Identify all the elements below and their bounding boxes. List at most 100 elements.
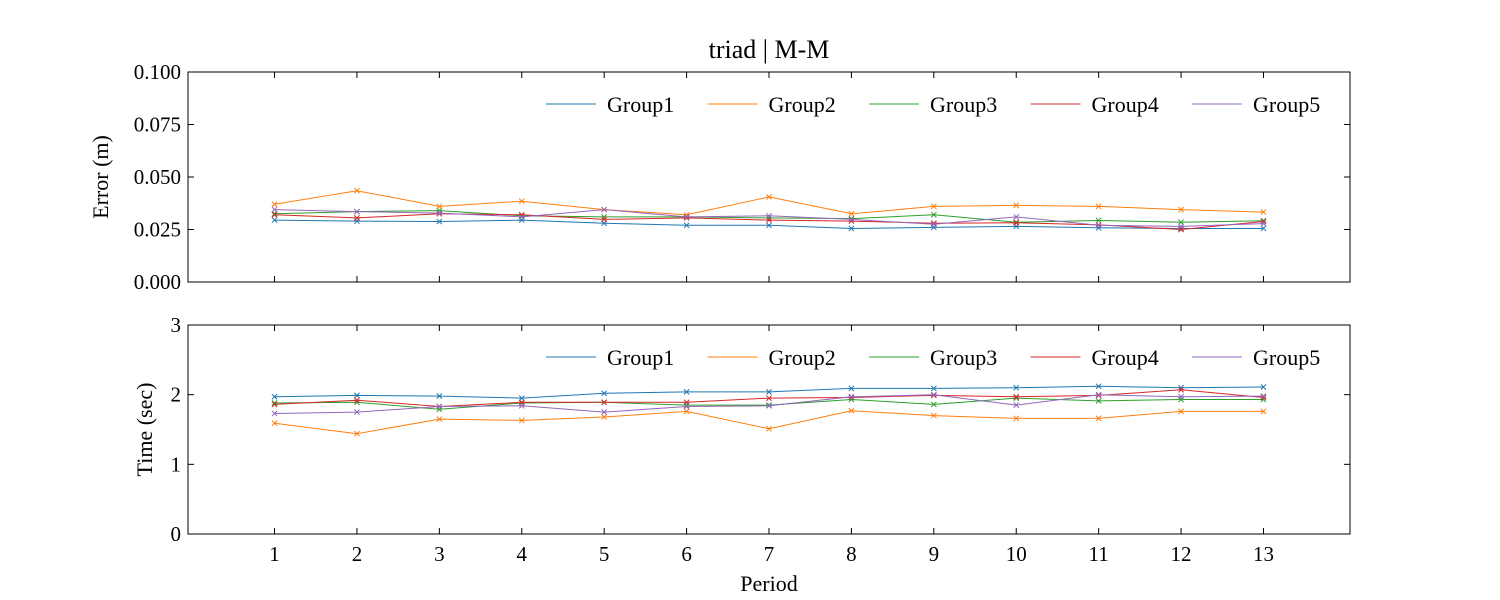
data-point [353, 214, 360, 221]
data-point [930, 412, 937, 419]
data-point [930, 385, 937, 392]
data-point [601, 206, 608, 213]
x-axis-label: Period [740, 571, 797, 596]
data-point [518, 198, 525, 205]
data-point [766, 402, 772, 409]
data-point [848, 216, 855, 223]
data-point [271, 201, 278, 208]
data-point [766, 217, 772, 224]
data-point [683, 388, 690, 395]
data-point [1178, 393, 1185, 400]
x-tick-label: 6 [681, 542, 692, 566]
series-line [274, 410, 1264, 435]
data-point [766, 193, 772, 200]
data-point [766, 212, 772, 219]
data-point [1178, 206, 1185, 213]
data-point [353, 208, 360, 215]
data-point [683, 403, 690, 410]
y-tick-label: 0.025 [134, 218, 181, 242]
x-tick-label: 8 [846, 542, 857, 566]
data-point [683, 213, 690, 220]
legend-label: Group2 [769, 345, 836, 370]
x-tick-label: 2 [352, 542, 363, 566]
data-point [1178, 386, 1185, 393]
y-tick-label: 0.050 [134, 165, 181, 189]
data-point [1178, 219, 1185, 226]
legend-label: Group1 [607, 345, 674, 370]
data-point [1013, 219, 1020, 226]
x-tick-label: 10 [1006, 542, 1027, 566]
data-point [601, 409, 608, 416]
data-point [1260, 384, 1267, 390]
series-group2 [271, 407, 1267, 437]
y-axis-label: Error (m) [88, 135, 113, 219]
y-tick-label: 0 [171, 522, 182, 546]
data-point [436, 403, 443, 410]
data-point [1260, 408, 1267, 415]
data-point [518, 395, 525, 402]
data-point [353, 397, 360, 404]
legend-label: Group1 [607, 92, 674, 117]
data-point [436, 393, 443, 400]
data-point [1260, 220, 1267, 227]
data-point [848, 393, 855, 400]
data-point [1178, 223, 1185, 230]
legend: Group1 Group2 Group3 Group4 Group5 [546, 345, 1320, 370]
legend-label: Group3 [930, 345, 997, 370]
legend-label: Group3 [930, 92, 997, 117]
data-point [1178, 408, 1185, 415]
data-point [271, 210, 278, 217]
data-point [683, 408, 690, 415]
x-tick-label: 11 [1089, 542, 1109, 566]
data-point [848, 385, 855, 392]
series-group5 [271, 391, 1267, 417]
data-point [353, 409, 360, 416]
data-point [271, 393, 278, 400]
data-point [353, 392, 360, 399]
data-point [1013, 415, 1020, 422]
data-point [601, 213, 608, 220]
data-point [601, 399, 608, 406]
data-point [436, 203, 443, 210]
data-point [518, 402, 525, 409]
data-point [766, 395, 772, 402]
series-group1 [271, 383, 1267, 402]
data-point [518, 212, 525, 219]
data-point [766, 425, 772, 432]
data-point [683, 399, 690, 406]
legend-label: Group4 [1092, 345, 1159, 370]
data-point [848, 215, 855, 222]
data-point [930, 211, 937, 218]
data-point [848, 407, 855, 414]
legend: Group1 Group2 Group3 Group4 Group5 [546, 92, 1320, 117]
data-point [271, 410, 278, 417]
data-point [930, 203, 937, 210]
legend-label: Group4 [1092, 92, 1159, 117]
y-tick-label: 3 [171, 313, 182, 337]
x-tick-label: 12 [1171, 542, 1192, 566]
data-point [271, 217, 278, 224]
y-tick-label: 0.075 [134, 113, 181, 137]
x-tick-label: 4 [517, 542, 528, 566]
data-point [848, 225, 855, 232]
data-point [1095, 397, 1102, 404]
data-point [601, 414, 608, 420]
x-tick-label: 7 [764, 542, 775, 566]
y-tick-label: 1 [171, 452, 182, 476]
data-point [271, 401, 278, 408]
data-point [518, 417, 525, 424]
data-point [1095, 217, 1102, 224]
legend-label: Group5 [1253, 345, 1320, 370]
data-point [271, 420, 278, 427]
data-point [1095, 391, 1102, 398]
data-point [436, 416, 443, 423]
series-line [274, 219, 1264, 230]
data-point [601, 216, 608, 223]
data-point [1013, 213, 1020, 220]
panel-error: 0.000 0.025 0.050 0.075 0.100 Error (m) Group1… [88, 60, 1351, 294]
data-point [683, 222, 690, 229]
data-point [683, 214, 690, 221]
data-point [353, 430, 360, 437]
